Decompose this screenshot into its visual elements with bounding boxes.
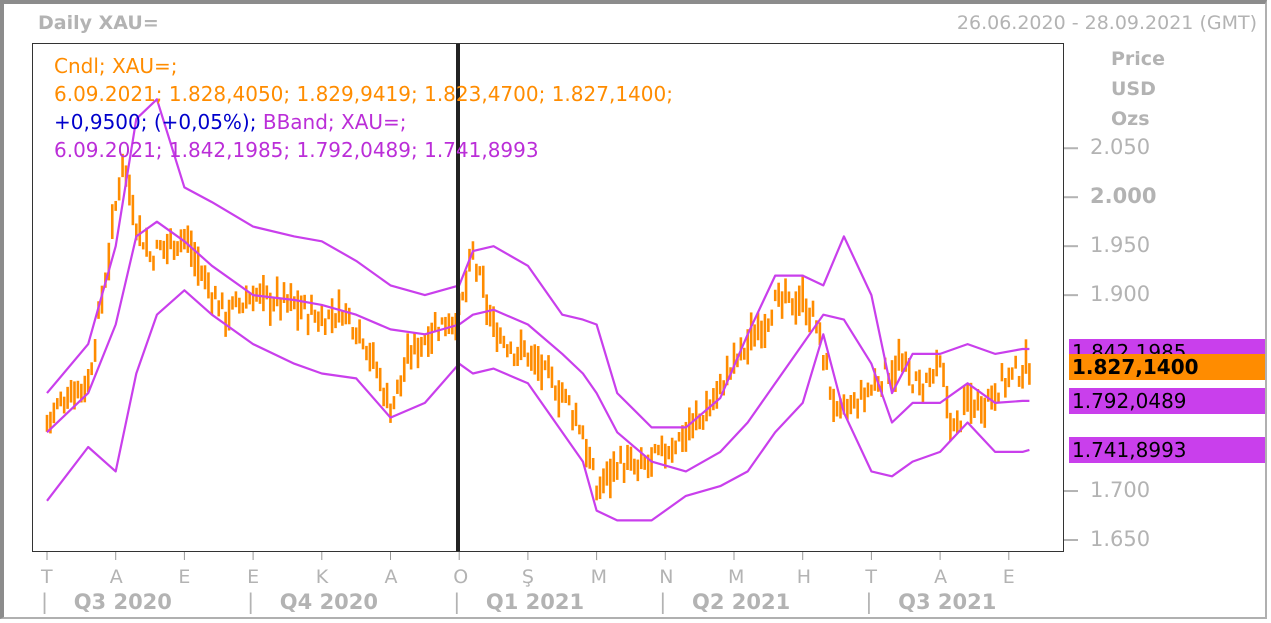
price-tag: 1.792,0489 bbox=[1069, 387, 1265, 414]
y-tick-label: 1.650 bbox=[1090, 527, 1151, 551]
quarter-label: Q4 2020 bbox=[279, 590, 379, 614]
quarter-label: Q3 2021 bbox=[898, 590, 997, 614]
x-tick-label: H bbox=[796, 566, 811, 588]
quarter-separator: | bbox=[247, 590, 255, 614]
bband-lower-line bbox=[46, 289, 1030, 522]
y-tick-label: 1.900 bbox=[1090, 282, 1151, 307]
legend-line-3: +0,9500; (+0,05%); BBand; XAU=; bbox=[54, 110, 407, 134]
legend-line-4: 6.09.2021; 1.842,1985; 1.792,0489; 1.741… bbox=[54, 138, 539, 162]
quarter-separator: | bbox=[453, 590, 461, 614]
quarter-label: Q3 2020 bbox=[73, 590, 172, 614]
chart-title: Daily XAU= bbox=[38, 12, 159, 34]
x-tick-label: E bbox=[247, 566, 260, 588]
legend-line-1: Cndl; XAU=; bbox=[54, 54, 178, 78]
quarter-label: Q2 2021 bbox=[692, 590, 791, 614]
price-tag: 1.827,1400 bbox=[1069, 353, 1265, 380]
y-tick-label: 2.000 bbox=[1090, 184, 1157, 209]
plot-area[interactable] bbox=[32, 43, 1064, 552]
y-tick-label: 1.700 bbox=[1090, 478, 1151, 503]
x-tick-label: T bbox=[865, 566, 877, 588]
x-tick-label: Ş bbox=[521, 566, 534, 588]
x-tick-label: A bbox=[384, 566, 398, 588]
quarter-separator: | bbox=[865, 590, 873, 614]
x-tick-label: E bbox=[178, 566, 191, 588]
y-unit-usd: USD bbox=[1111, 78, 1156, 100]
quarter-separator: | bbox=[659, 590, 667, 614]
x-tick-label: N bbox=[659, 566, 674, 588]
x-tick-label: K bbox=[315, 566, 329, 588]
x-tick-label: E bbox=[1002, 566, 1015, 588]
x-tick-label: M bbox=[728, 566, 745, 588]
legend-change: +0,9500; (+0,05%); bbox=[54, 110, 257, 134]
quarter-separator: | bbox=[41, 590, 49, 614]
x-tick-label: M bbox=[590, 566, 607, 588]
x-tick-label: O bbox=[453, 566, 469, 588]
legend-line-2: 6.09.2021; 1.828,4050; 1.829,9419; 1.823… bbox=[54, 82, 673, 106]
price-tag: 1.741,8993 bbox=[1069, 436, 1265, 463]
y-tick-label: 1.950 bbox=[1090, 233, 1151, 258]
x-tick-label: A bbox=[109, 566, 123, 588]
bband-middle-line bbox=[46, 220, 1030, 473]
y-unit-ozs: Ozs bbox=[1111, 108, 1150, 130]
quarter-label: Q1 2021 bbox=[485, 590, 585, 614]
y-tick-label: 2.050 bbox=[1090, 135, 1151, 160]
y-unit-price: Price bbox=[1111, 48, 1165, 70]
bband-upper-line bbox=[46, 98, 1030, 429]
x-tick-label: A bbox=[934, 566, 948, 588]
legend-bband-title: BBand; XAU=; bbox=[256, 110, 407, 134]
candles bbox=[45, 153, 1031, 501]
date-range: 26.06.2020 - 28.09.2021 (GMT) bbox=[956, 12, 1257, 34]
x-tick-label: T bbox=[41, 566, 53, 588]
